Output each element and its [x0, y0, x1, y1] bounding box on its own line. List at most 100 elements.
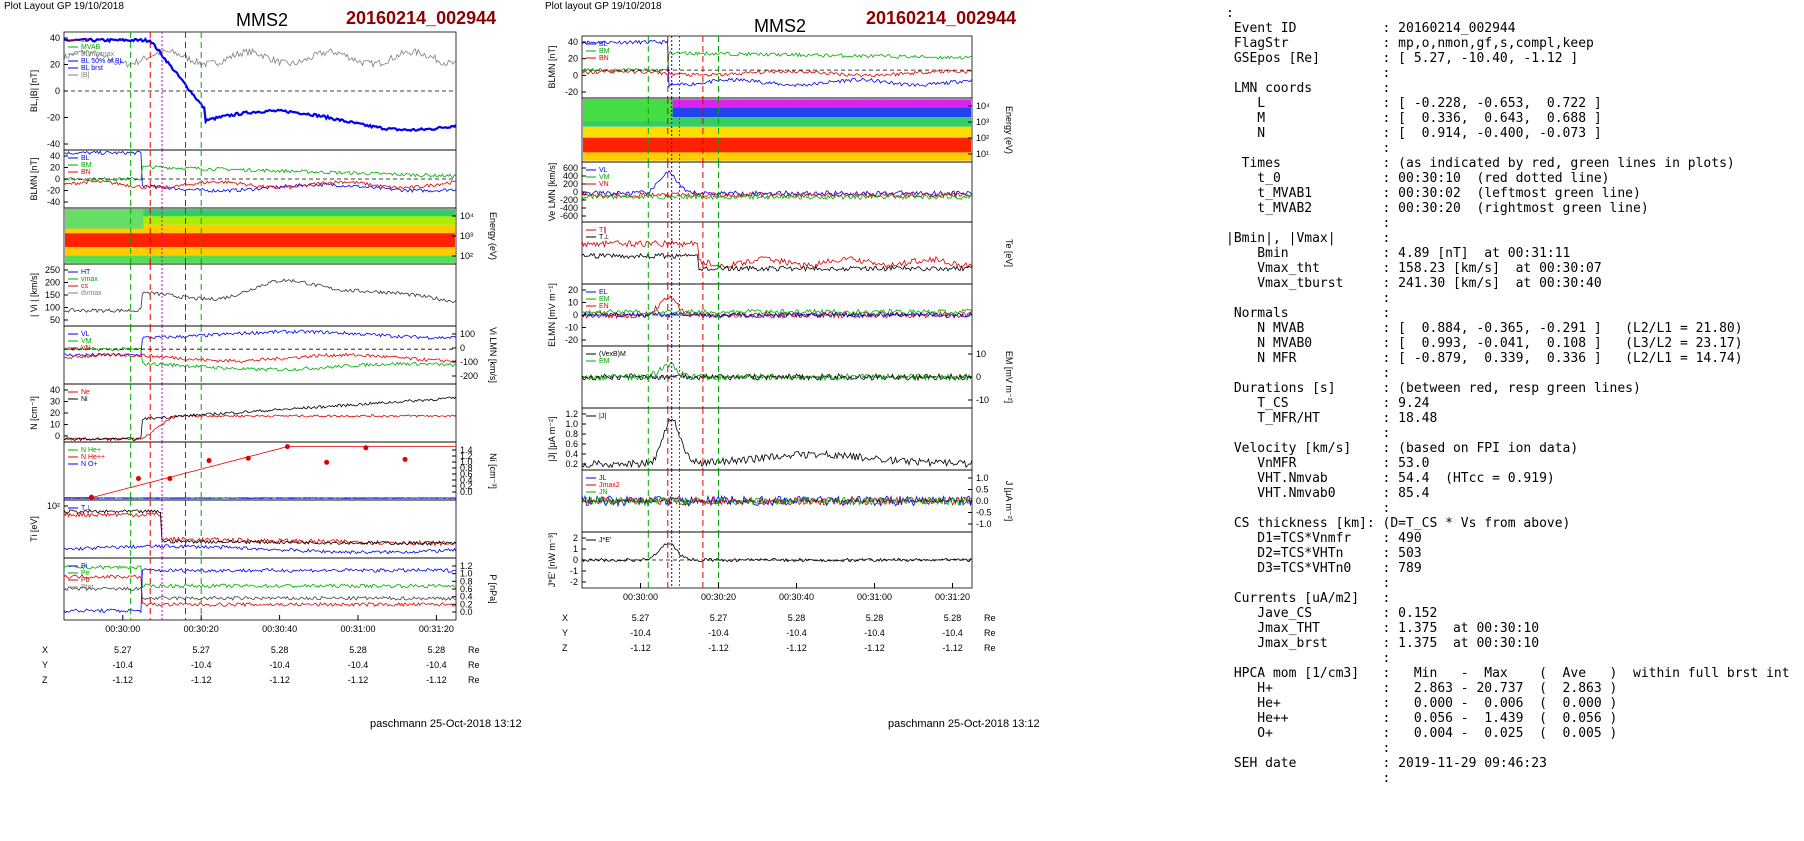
left-layout-label: Plot Layout GP 19/10/2018 [4, 1, 124, 12]
info-line: T_CS : 9.24 [1226, 396, 1430, 411]
legend-entry: Ne [81, 389, 90, 396]
legend-entry: BN [599, 55, 609, 62]
series-point [245, 455, 251, 461]
info-line: : [1226, 426, 1391, 441]
info-line: He+ : 0.000 - 0.006 ( 0.000 ) [1226, 696, 1618, 711]
right-axis-label: Energy (eV) [488, 212, 498, 260]
legend-entry: Pb [81, 577, 90, 584]
info-line: Currents [uA/m2] : [1226, 591, 1391, 606]
right-tick-label: -0.5 [976, 508, 992, 518]
info-line: SEH date : 2019-11-29 09:46:23 [1226, 756, 1547, 771]
series-point [324, 459, 330, 465]
series-line [581, 252, 973, 272]
right-tick-label: 1.2 [460, 561, 473, 571]
legend-entry: Ptot [81, 584, 94, 591]
series-line [63, 165, 457, 182]
coord-value: -10.4 [630, 628, 651, 638]
info-line: CS thickness [km]: (D=T_CS * Vs from abo… [1226, 516, 1571, 531]
y-tick-label: 0.8 [565, 429, 578, 439]
y-axis-label: N [cm⁻³] [29, 396, 39, 430]
right-tick-label: 10² [460, 251, 473, 261]
series-line [581, 69, 973, 78]
y-tick-label: 0.4 [565, 449, 578, 459]
time-tick-label: 00:31:00 [340, 624, 375, 634]
series-line [63, 574, 457, 608]
coord-value: 5.27 [710, 613, 728, 623]
y-tick-label: -40 [47, 139, 60, 149]
panel-frame [63, 263, 457, 327]
legend-entry: EN [599, 303, 609, 310]
coord-axis-label: Z [562, 643, 568, 653]
info-line: Event ID : 20160214_002944 [1226, 21, 1516, 36]
right-footer: paschmann 25-Oct-2018 13:12 [888, 718, 1040, 730]
coord-value: 5.28 [428, 645, 446, 655]
right-tick-label: 0 [460, 343, 465, 353]
right-axis-label: Ni [cm⁻³] [488, 453, 498, 489]
right-tick-label: 1.2 [460, 451, 473, 461]
series-line [63, 509, 457, 546]
y-tick-label: -20 [565, 335, 578, 345]
y-tick-label: -600 [560, 211, 578, 221]
legend-entry: BL 50% of BL [81, 58, 124, 65]
coord-value: -1.12 [708, 643, 729, 653]
y-tick-label: -40 [47, 197, 60, 207]
right-tick-label: 1.0 [976, 473, 989, 483]
legend-entry: T⊥ [599, 234, 609, 241]
panel-Ti: 10² Ti [eV] T⊥ [29, 499, 457, 559]
legend-entry: |J| [599, 413, 606, 420]
info-line: t_MVAB2 : 00:30:20 (rightmost green line… [1226, 201, 1649, 216]
legend-entry: BM [599, 48, 610, 55]
panel-JE: 210-1-2 J*E' [nW m⁻³] J*E' [547, 531, 973, 589]
info-line: Jave_CS : 0.152 [1226, 606, 1438, 621]
series-line [63, 150, 457, 194]
right-tick-label: 0.6 [460, 469, 473, 479]
series-line [581, 372, 973, 382]
y-tick-label: 1.2 [565, 409, 578, 419]
right-tick-label: 0.0 [460, 487, 473, 497]
y-tick-label: 20 [50, 163, 60, 173]
right-event-id: 20160214_002944 [866, 8, 1017, 28]
legend-entry: VM [81, 338, 92, 345]
time-tick-label: 00:30:00 [623, 592, 658, 602]
info-line: GSEpos [Re] : [ 5.27, -10.40, -1.12 ] [1226, 51, 1579, 66]
series-line [63, 396, 457, 442]
y-tick-label: 200 [563, 179, 578, 189]
info-line: Jmax_THT : 1.375 at 00:30:10 [1226, 621, 1540, 636]
y-tick-label: 20 [568, 285, 578, 295]
right-tick-label: 10³ [976, 117, 989, 127]
series-line [63, 352, 457, 363]
info-line: FlagStr : mp,o,nmon,gf,s,compl,keep [1226, 36, 1594, 51]
series-point [402, 456, 408, 462]
info-line: : [1226, 141, 1391, 156]
info-line: LMN coords : [1226, 81, 1391, 96]
info-line: N : [ 0.914, -0.400, -0.073 ] [1226, 126, 1602, 141]
series-line [63, 497, 457, 499]
series-line [63, 347, 457, 372]
info-line: : [1226, 291, 1391, 306]
time-tick-label: 00:31:00 [857, 592, 892, 602]
series-line [63, 278, 457, 314]
coord-value: -1.12 [942, 643, 963, 653]
panel-frame [63, 383, 457, 443]
info-line: Normals : [1226, 306, 1391, 321]
legend-entry: T⊥ [81, 505, 91, 512]
series-point [88, 494, 94, 500]
series-line [581, 543, 973, 563]
legend-entry: MVAB [81, 44, 101, 51]
coord-value: -1.12 [348, 675, 369, 685]
y-tick-label: 600 [563, 163, 578, 173]
right-axis-label: EM [mV m⁻²] [1004, 351, 1014, 403]
legend-entry: VM [599, 174, 610, 181]
right-axis-label: Energy (eV) [1004, 106, 1014, 154]
series-line [581, 39, 973, 89]
right-tick-label: 10¹ [976, 149, 989, 159]
y-tick-label: 0.6 [565, 439, 578, 449]
info-line: t_MVAB1 : 00:30:02 (leftmost green line) [1226, 186, 1641, 201]
legend-entry: VL [599, 167, 608, 174]
legend-entry: T∥ [599, 226, 607, 234]
spectrogram-band [583, 117, 971, 127]
coord-value: -10.4 [426, 660, 447, 670]
